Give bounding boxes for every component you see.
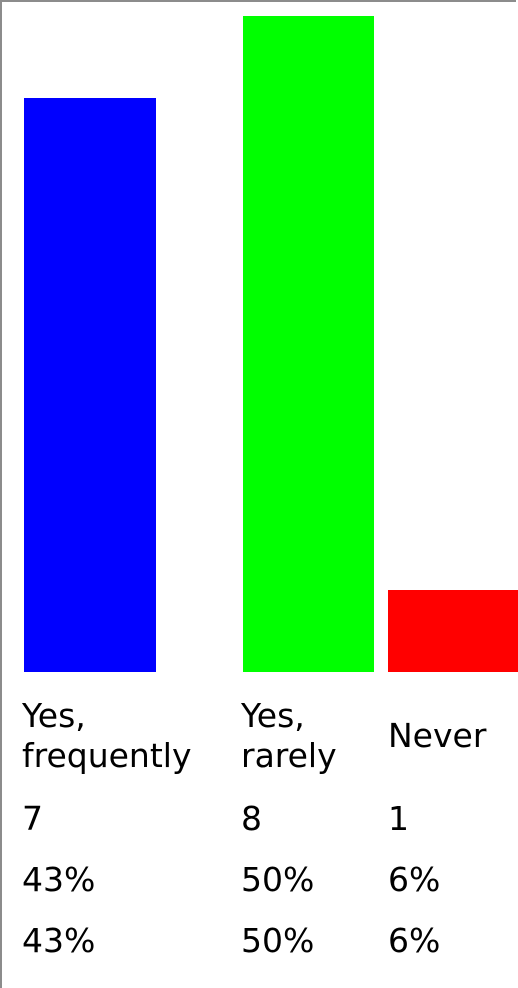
count-yes-frequently: 7 (22, 798, 43, 838)
percent-yes-rarely-2: 50% (241, 920, 315, 960)
percent-yes-frequently-1: 43% (22, 859, 96, 899)
count-never: 1 (388, 798, 409, 838)
percent-never-1: 6% (388, 859, 441, 899)
percent-row-2: 43% 50% 6% (22, 910, 518, 971)
bar-yes-frequently (24, 98, 156, 672)
bar-never (388, 590, 518, 672)
category-label-yes-frequently: Yes, frequently (22, 696, 192, 775)
chart-data-table: Yes, frequently Yes, rarely Never 7 8 1 … (22, 684, 518, 971)
percent-row-1: 43% 50% 6% (22, 849, 518, 910)
category-label-yes-rarely: Yes, rarely (241, 696, 337, 775)
bar-chart-plot (24, 16, 518, 672)
count-row: 7 8 1 (22, 788, 518, 849)
category-label-row: Yes, frequently Yes, rarely Never (22, 684, 518, 788)
percent-yes-frequently-2: 43% (22, 920, 96, 960)
bar-yes-rarely (243, 16, 374, 672)
percent-never-2: 6% (388, 920, 441, 960)
category-label-never: Never (388, 716, 487, 755)
percent-yes-rarely-1: 50% (241, 859, 315, 899)
count-yes-rarely: 8 (241, 798, 262, 838)
